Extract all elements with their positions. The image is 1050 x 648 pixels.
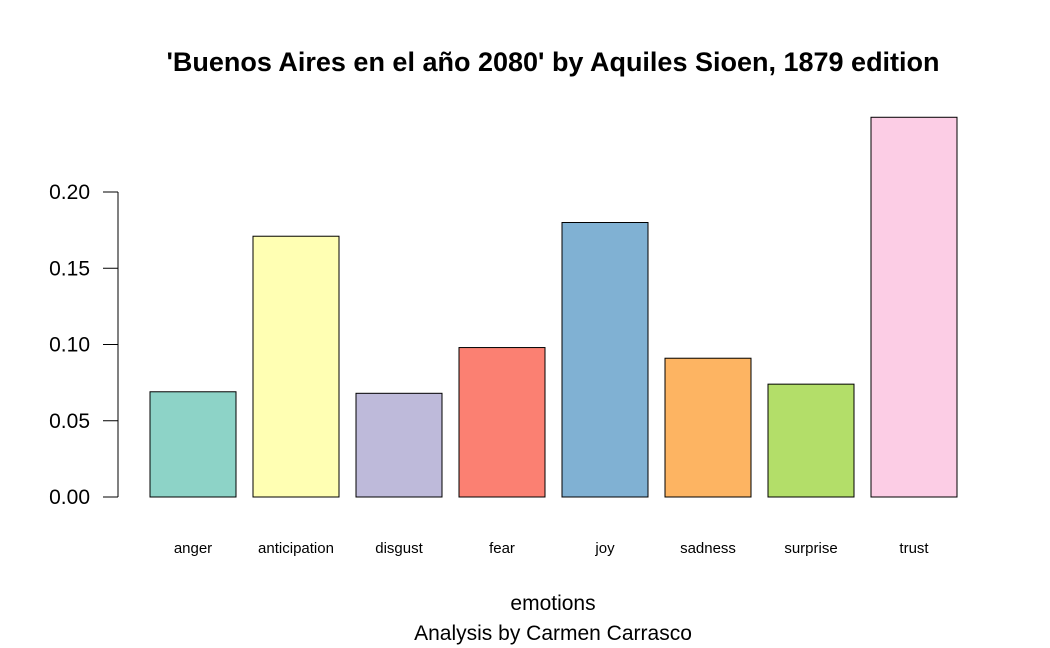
x-tick-label-trust: trust	[899, 540, 929, 557]
bar-joy	[561, 222, 649, 498]
x-tick-label-anger: anger	[174, 540, 212, 557]
chart-title: 'Buenos Aires en el año 2080' by Aquiles…	[166, 47, 939, 77]
bar-sadness	[664, 357, 752, 498]
x-tick-label-fear: fear	[489, 540, 515, 557]
x-tick-label-anticipation: anticipation	[258, 540, 334, 557]
x-tick-label-sadness: sadness	[680, 540, 736, 557]
y-axis: 0.00 0.05 0.10 0.15 0.20	[49, 181, 119, 509]
bar-anger	[149, 391, 237, 498]
x-tick-label-surprise: surprise	[784, 540, 837, 557]
bar-anticipation	[252, 235, 340, 498]
x-tick-labels: anger anticipation disgust fear joy sadness su…	[174, 540, 930, 557]
bar-trust	[870, 116, 958, 498]
bar-disgust	[355, 392, 443, 498]
chart-subtitle: Analysis by Carmen Carrasco	[414, 622, 692, 645]
y-tick-label: 0.00	[49, 486, 90, 509]
y-tick-label: 0.10	[49, 334, 90, 357]
bars	[149, 116, 958, 498]
bar-surprise	[767, 383, 855, 498]
bar-fear	[458, 347, 546, 498]
y-tick-label: 0.05	[49, 410, 90, 433]
y-tick-label: 0.20	[49, 181, 90, 204]
x-tick-label-disgust: disgust	[375, 540, 423, 557]
x-tick-label-joy: joy	[594, 540, 615, 557]
x-axis-label: emotions	[510, 592, 595, 615]
y-tick-label: 0.15	[49, 257, 90, 280]
